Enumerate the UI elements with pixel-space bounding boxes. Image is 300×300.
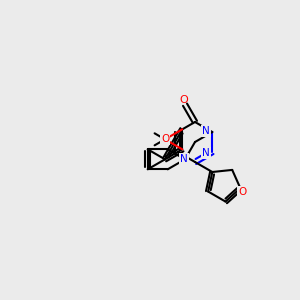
Text: N: N — [180, 154, 188, 164]
Text: O: O — [238, 187, 247, 197]
Text: O: O — [161, 134, 169, 144]
Text: O: O — [180, 95, 188, 105]
Text: N: N — [202, 126, 210, 136]
Text: O: O — [161, 134, 169, 144]
Text: N: N — [202, 148, 210, 158]
